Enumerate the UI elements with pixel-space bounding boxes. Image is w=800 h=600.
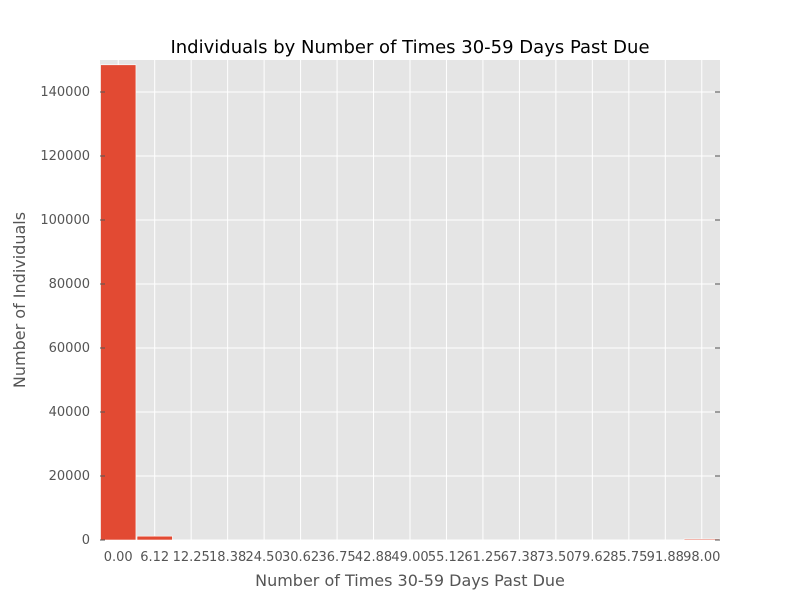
y-axis-label: Number of Individuals [10, 212, 29, 388]
y-tick-label: 140000 [40, 85, 90, 100]
y-tick-label: 40000 [49, 405, 90, 420]
x-tick-label: 18.38 [209, 550, 246, 565]
x-tick-label: 12.25 [173, 550, 210, 565]
x-tick-label: 61.25 [464, 550, 501, 565]
chart-title: Individuals by Number of Times 30-59 Day… [170, 37, 649, 58]
y-tick-label: 20000 [49, 469, 90, 484]
y-tick-label: 60000 [49, 341, 90, 356]
x-tick-label: 49.00 [391, 550, 428, 565]
x-tick-label: 6.12 [140, 550, 169, 565]
bar [100, 64, 137, 541]
x-tick-label: 36.75 [318, 550, 355, 565]
y-tick-label: 0 [82, 533, 90, 548]
x-tick-label: 30.62 [282, 550, 319, 565]
x-tick-label: 42.88 [355, 550, 392, 565]
x-axis-label: Number of Times 30-59 Days Past Due [255, 571, 565, 590]
x-tick-label: 55.12 [428, 550, 465, 565]
bar [136, 535, 173, 541]
x-tick-label: 85.75 [610, 550, 647, 565]
x-tick-label: 79.62 [574, 550, 611, 565]
y-tick-label: 120000 [40, 149, 90, 164]
bar [683, 538, 720, 541]
x-tick-label: 67.38 [501, 550, 538, 565]
bars-layer [100, 64, 720, 541]
x-tick-label: 24.50 [246, 550, 283, 565]
x-tick-label: 98.00 [683, 550, 720, 565]
x-tick-label: 73.50 [537, 550, 574, 565]
y-tick-label: 100000 [40, 213, 90, 228]
ticks-layer: 0 20000 40000 60000 80000 100000 120000 140000 0… [40, 85, 720, 565]
y-tick-label: 80000 [49, 277, 90, 292]
x-tick-label: 91.88 [647, 550, 684, 565]
x-tick-label: 0.00 [104, 550, 133, 565]
